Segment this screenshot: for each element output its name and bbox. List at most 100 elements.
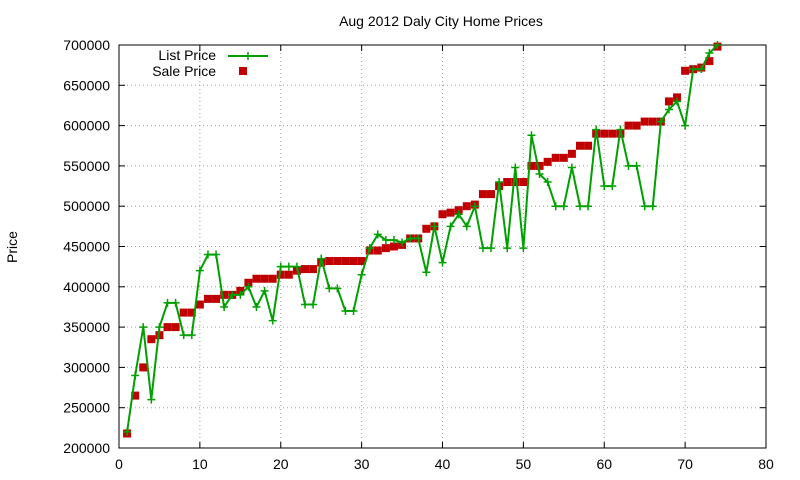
sale-price-point xyxy=(519,178,528,187)
chart-title: Aug 2012 Daly City Home Prices xyxy=(339,13,543,29)
sale-price-point xyxy=(203,294,212,303)
sale-price-point xyxy=(301,265,310,274)
sale-price-point xyxy=(373,246,382,255)
list-price-point xyxy=(373,230,382,239)
sale-price-point xyxy=(220,290,229,299)
list-price-point xyxy=(600,182,609,191)
sale-price-point xyxy=(600,129,609,138)
list-price-point xyxy=(551,202,560,211)
list-price-point xyxy=(381,236,390,245)
sale-price-point xyxy=(147,335,156,344)
sale-price-point xyxy=(503,178,512,187)
list-price-point xyxy=(575,202,584,211)
y-tick-label: 250000 xyxy=(63,400,110,416)
list-price-point xyxy=(519,244,528,253)
list-price-point xyxy=(147,395,156,404)
list-price-point xyxy=(689,65,698,74)
x-tick-label: 10 xyxy=(192,456,208,472)
list-price-point xyxy=(608,182,617,191)
list-price-point xyxy=(511,163,520,172)
sale-price-point xyxy=(454,206,463,215)
list-price-point xyxy=(398,238,407,247)
list-price-point xyxy=(584,202,593,211)
list-price-point xyxy=(673,97,682,106)
list-price-point xyxy=(268,316,277,325)
list-price-point xyxy=(470,202,479,211)
legend-marker-list-price xyxy=(244,52,252,60)
sale-price-point xyxy=(268,274,277,283)
list-price-point xyxy=(284,262,293,271)
list-price-point xyxy=(592,125,601,134)
sale-price-point xyxy=(333,257,342,266)
list-price-point xyxy=(422,268,431,277)
y-tick-label: 650000 xyxy=(63,77,110,93)
sale-price-point xyxy=(673,93,682,102)
list-price-point xyxy=(139,323,148,332)
sale-price-point xyxy=(575,141,584,150)
sale-price-point xyxy=(236,286,245,295)
sale-price-point xyxy=(681,66,690,75)
list-price-point xyxy=(503,244,512,253)
list-price-point xyxy=(325,284,334,293)
list-price-point xyxy=(632,161,641,170)
sale-price-point xyxy=(252,274,261,283)
list-price-point xyxy=(640,202,649,211)
y-tick-label: 300000 xyxy=(63,359,110,375)
y-tick-label: 500000 xyxy=(63,198,110,214)
list-price-point xyxy=(543,178,552,187)
list-price-point xyxy=(438,258,447,267)
list-price-point xyxy=(478,244,487,253)
sale-price-point xyxy=(422,224,431,233)
sale-price-point xyxy=(187,308,196,317)
x-tick-label: 40 xyxy=(435,456,451,472)
y-tick-label: 200000 xyxy=(63,440,110,456)
list-price-point xyxy=(341,306,350,315)
sale-price-point xyxy=(511,178,520,187)
list-price-point xyxy=(624,161,633,170)
sale-price-point xyxy=(381,244,390,253)
gridlines xyxy=(119,45,766,448)
list-price-point xyxy=(220,302,229,311)
sale-price-point xyxy=(584,141,593,150)
list-price-point xyxy=(171,298,180,307)
sale-price-point xyxy=(664,97,673,106)
list-price-point xyxy=(664,105,673,114)
list-price-point xyxy=(535,169,544,178)
list-price-point xyxy=(195,266,204,275)
sale-price-point xyxy=(624,121,633,130)
tick-marks xyxy=(118,44,767,449)
list-price-point xyxy=(446,222,455,231)
sale-price-point xyxy=(446,208,455,217)
sale-price-point xyxy=(244,278,253,287)
sale-price-point xyxy=(478,190,487,199)
sale-price-point xyxy=(260,274,269,283)
list-price-point xyxy=(414,234,423,243)
list-price-point xyxy=(454,210,463,219)
series-list-price xyxy=(123,41,722,436)
x-tick-label: 50 xyxy=(516,456,532,472)
tick-labels: 0 10 20 30 40 50 60 70 80 200000 250000 300000 35000… xyxy=(63,37,774,472)
x-tick-label: 0 xyxy=(115,456,123,472)
list-price-point xyxy=(365,244,374,253)
list-price-point xyxy=(681,121,690,130)
legend-label-sale-price: Sale Price xyxy=(152,63,216,79)
x-tick-label: 30 xyxy=(354,456,370,472)
list-price-point xyxy=(462,222,471,231)
list-price-point xyxy=(656,117,665,126)
list-price-point xyxy=(430,222,439,231)
sale-price-point xyxy=(640,117,649,126)
sale-price-point xyxy=(389,242,398,251)
list-price-point xyxy=(527,131,536,140)
sale-price-point xyxy=(462,202,471,211)
y-tick-label: 550000 xyxy=(63,158,110,174)
series-sale-price xyxy=(123,42,722,438)
list-price-point xyxy=(301,300,310,309)
list-price-point xyxy=(567,163,576,172)
list-price-point xyxy=(705,49,714,58)
list-price-point xyxy=(389,236,398,245)
sale-price-point xyxy=(535,161,544,170)
sale-price-point xyxy=(487,190,496,199)
list-price-point xyxy=(155,323,164,332)
